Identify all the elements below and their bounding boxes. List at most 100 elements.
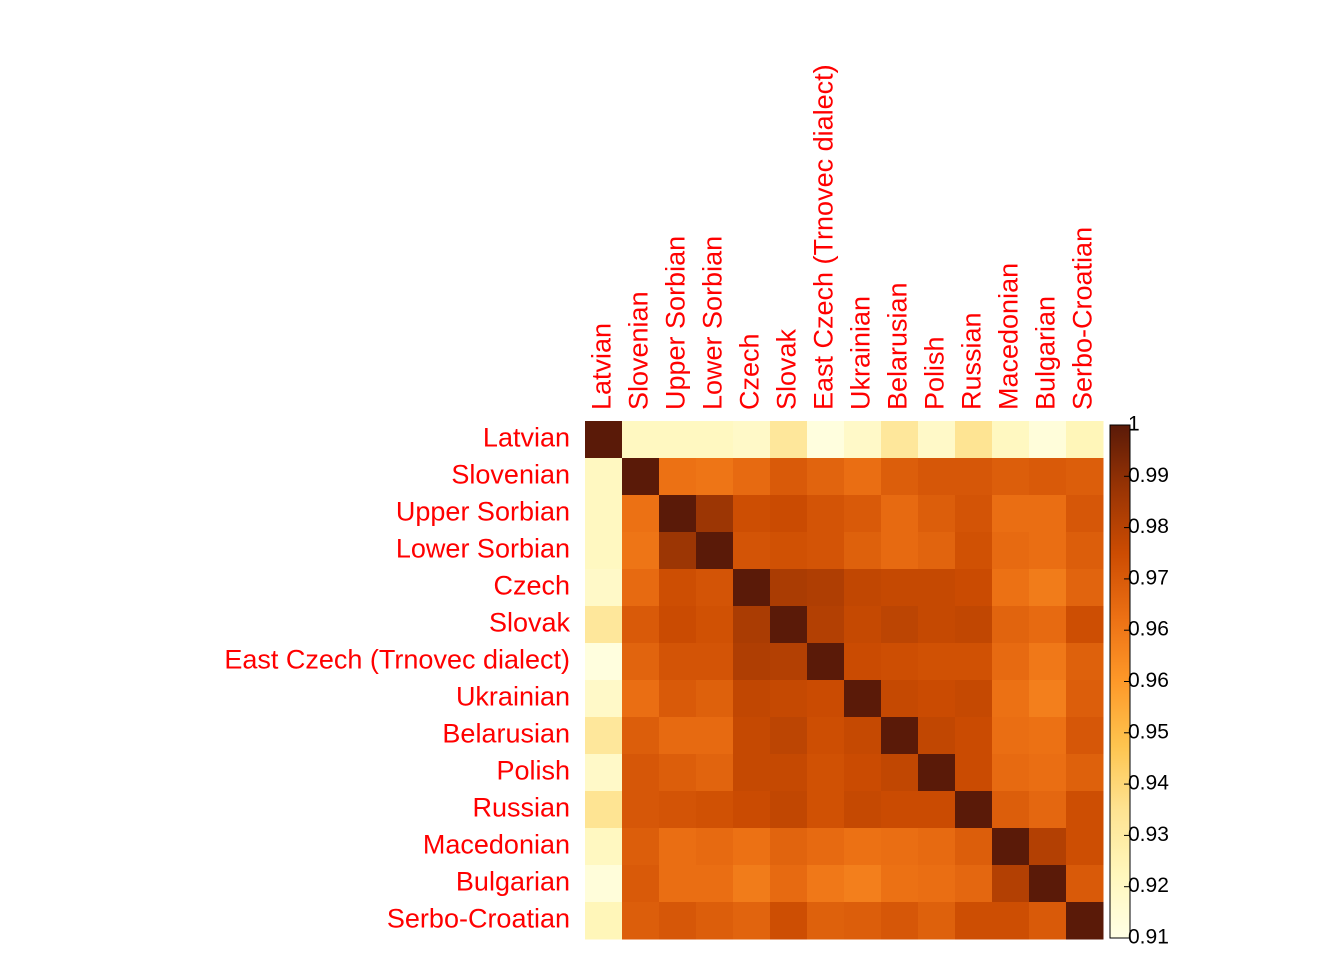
colorbar-tick-label: 0.97 [1128,566,1169,589]
heat-cell [1029,458,1067,496]
row-label: Serbo-Croatian [387,904,570,934]
heat-cell [955,458,993,496]
heat-cell [881,421,919,459]
heat-cell [1066,532,1104,570]
colorbar-tick-label: 0.96 [1128,618,1169,641]
heat-cell [844,532,882,570]
colorbar-tick-label: 0.96 [1128,669,1169,692]
heat-cell [955,495,993,533]
heat-cell [881,532,919,570]
heat-cell [844,606,882,644]
heat-cell [807,643,845,681]
column-label: Ukrainian [846,296,876,410]
heat-cell [622,754,660,792]
heat-cell [807,606,845,644]
heat-cell [585,680,623,718]
heat-cell [955,532,993,570]
heat-cell [881,458,919,496]
heat-cell [622,828,660,866]
heat-cell [696,421,734,459]
heat-cell [807,532,845,570]
heat-cell [1029,717,1067,755]
heat-cell [659,791,697,829]
heat-cell [807,421,845,459]
heat-cell [696,458,734,496]
heat-cell [918,902,956,940]
heat-cell [844,569,882,607]
heat-cell [1066,680,1104,718]
heat-cell [881,495,919,533]
heat-cell [1066,495,1104,533]
column-label: Czech [735,333,765,410]
heat-cell [585,421,623,459]
column-label: Serbo-Croatian [1068,227,1098,410]
heat-cell [918,569,956,607]
heat-cell [733,532,771,570]
heat-cell [696,532,734,570]
heat-cell [881,680,919,718]
heat-cell [844,865,882,903]
heat-cell [659,828,697,866]
heat-cell [807,754,845,792]
column-label: Latvian [587,323,617,410]
heat-cell [955,606,993,644]
heat-cell [955,902,993,940]
heat-cell [881,865,919,903]
row-label: Latvian [483,423,570,453]
heat-cell [733,865,771,903]
heat-cell [955,680,993,718]
heat-cell [659,606,697,644]
heat-cell [733,606,771,644]
heat-cell [881,902,919,940]
heat-cell [807,680,845,718]
heat-cell [659,717,697,755]
heat-cell [807,865,845,903]
heat-cell [770,569,808,607]
heat-cell [844,754,882,792]
row-label: Macedonian [423,830,570,860]
heat-cell [770,754,808,792]
colorbar-tick-label: 0.91 [1128,926,1169,949]
heat-cell [659,458,697,496]
heat-cell [733,643,771,681]
heat-cell [881,791,919,829]
column-label: Slovak [772,328,802,410]
heat-cell [733,791,771,829]
heat-cell [696,865,734,903]
heat-cell [844,828,882,866]
heat-cell [955,569,993,607]
heat-cell [733,680,771,718]
heat-cell [1029,828,1067,866]
heat-cell [807,791,845,829]
heat-cell [733,902,771,940]
heat-cell [918,717,956,755]
heat-cell [992,495,1030,533]
heat-cell [807,828,845,866]
row-label: Slovenian [451,460,570,490]
heat-cell [696,680,734,718]
heat-cell [622,643,660,681]
heat-cell [659,754,697,792]
heat-cell [1066,902,1104,940]
colorbar-tick-label: 0.93 [1128,823,1169,846]
heat-cell [807,717,845,755]
row-label: Belarusian [442,719,570,749]
heat-cell [585,495,623,533]
heat-cell [1066,754,1104,792]
heat-cell [955,791,993,829]
colorbar-tick-label: 0.99 [1128,464,1169,487]
heat-cell [622,902,660,940]
heat-cell [1029,902,1067,940]
heat-cell [844,421,882,459]
heat-cell [659,569,697,607]
heat-cell [659,643,697,681]
heat-cell [807,569,845,607]
row-label: Russian [472,793,570,823]
row-label: Slovak [489,608,571,638]
row-label: Ukrainian [456,682,570,712]
heat-cell [844,458,882,496]
heat-cell [585,569,623,607]
heat-cell [696,495,734,533]
